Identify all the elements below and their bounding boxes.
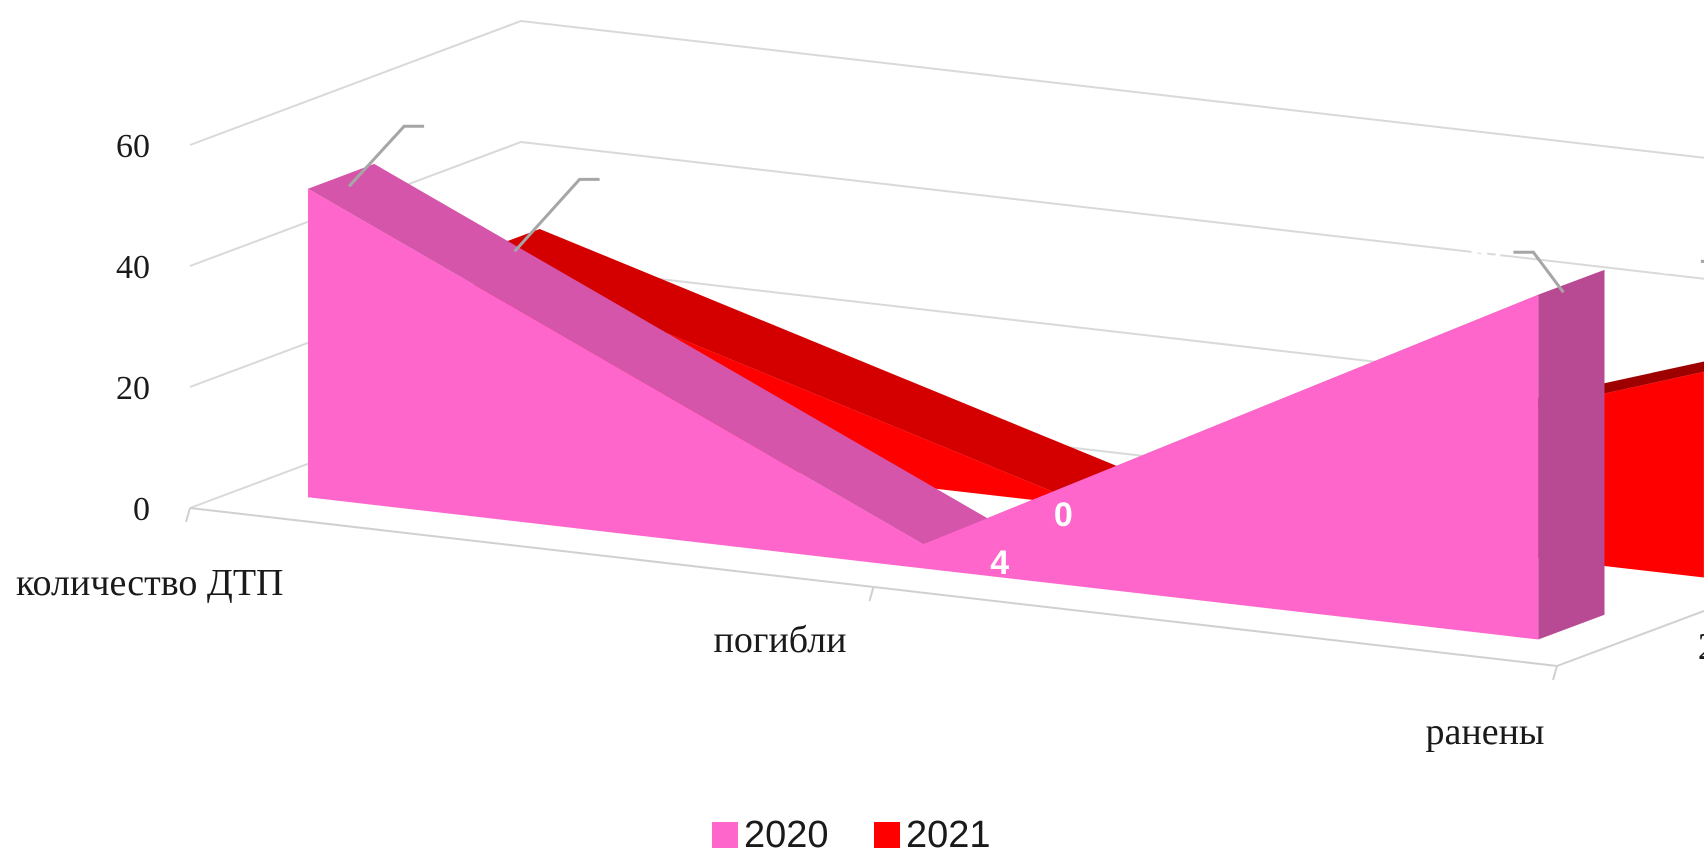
depth-tick-label: 2020 [1698, 626, 1704, 668]
x-tick-label: количество ДТП [16, 562, 283, 604]
data-label: 0 [1054, 496, 1073, 534]
category-axis: количество ДТПпогиблиранены20202021 [16, 507, 1704, 753]
data-label: 4 [990, 544, 1009, 582]
y-tick-label: 40 [116, 249, 150, 286]
y-tick-label: 60 [116, 128, 150, 165]
y-axis-ticks: 0 20 40 60 [116, 128, 150, 528]
legend-label: 2021 [906, 814, 991, 856]
area-end-cap [1538, 269, 1605, 640]
y-tick-label: 0 [133, 491, 150, 528]
depth-axis-line [1556, 609, 1704, 667]
data-label-leader [513, 177, 600, 253]
data-label: 57 [1470, 234, 1508, 272]
gridline [189, 140, 1704, 280]
series-areas [308, 163, 1704, 640]
series-2020 [308, 163, 1605, 640]
data-label: 51 [430, 108, 468, 146]
area-top-strip [473, 229, 1155, 507]
data-labels: 51 4 57 30 0 34 [347, 108, 1704, 582]
legend-swatch [874, 822, 900, 848]
x-tick-label: погибли [714, 619, 847, 661]
x-axis-tick [1552, 665, 1558, 681]
legend-label: 2020 [744, 814, 829, 856]
x-tick-label: ранены [1426, 711, 1545, 753]
y-tick-label: 20 [116, 370, 150, 407]
data-label: 34 [1657, 243, 1695, 281]
x-axis-tick [868, 586, 875, 602]
data-label-leader [1513, 250, 1565, 294]
legend: 2020 2021 [712, 814, 991, 856]
x-axis-tick [185, 507, 191, 523]
data-label-leader [347, 124, 425, 188]
area-front-face [308, 188, 1539, 640]
gridline [189, 19, 1704, 159]
area-top-strip [308, 163, 990, 545]
legend-swatch [712, 822, 738, 848]
data-label: 30 [606, 161, 644, 199]
